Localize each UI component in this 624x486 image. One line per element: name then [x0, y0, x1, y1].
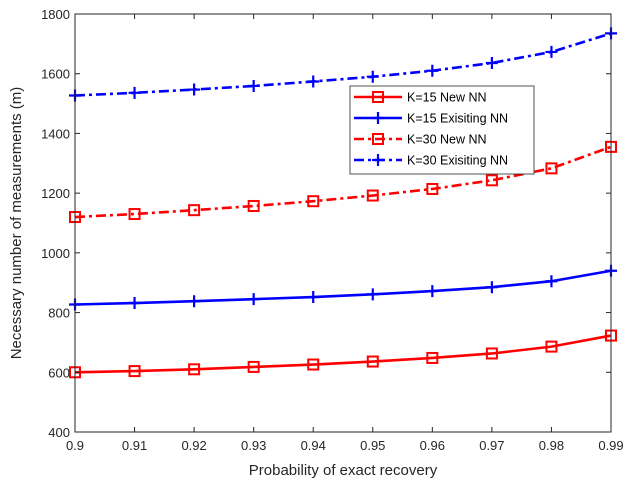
data-point-marker	[128, 365, 141, 378]
data-point-marker	[247, 360, 260, 373]
data-point-marker	[188, 363, 201, 376]
data-point-marker	[366, 189, 379, 202]
x-tick-label: 0.99	[598, 438, 623, 453]
y-tick-label: 600	[48, 365, 70, 380]
series-line	[74, 334, 612, 374]
legend-marker	[372, 91, 384, 103]
y-tick-label: 1200	[41, 186, 70, 201]
data-point-marker	[485, 56, 498, 69]
data-point-marker	[545, 162, 558, 175]
x-tick-label: 0.98	[539, 438, 564, 453]
x-tick-label: 0.91	[122, 438, 147, 453]
data-point-marker	[485, 347, 498, 360]
data-point-marker	[426, 64, 439, 77]
data-point-marker	[188, 83, 201, 96]
x-axis-label: Probability of exact recovery	[249, 462, 438, 479]
data-point-marker	[247, 293, 260, 306]
data-point-marker	[545, 45, 558, 58]
data-point-marker	[366, 70, 379, 83]
data-point-marker	[128, 208, 141, 221]
x-tick-label: 0.92	[181, 438, 206, 453]
data-point-marker	[128, 297, 141, 310]
y-tick-label: 400	[48, 425, 70, 440]
data-point-marker	[307, 195, 320, 208]
legend-label: K=15 Exisiting NN	[407, 112, 508, 126]
series-line	[74, 269, 612, 306]
y-tick-label: 1000	[41, 246, 70, 261]
data-point-marker	[366, 355, 379, 368]
legend-label: K=30 Exisiting NN	[407, 154, 508, 168]
data-point-marker	[426, 182, 439, 195]
data-point-marker	[426, 351, 439, 364]
data-point-marker	[485, 281, 498, 294]
data-point-marker	[366, 288, 379, 301]
x-tick-label: 0.94	[301, 438, 326, 453]
data-point-marker	[426, 285, 439, 298]
legend-marker	[372, 112, 384, 124]
x-tick-label: 0.9	[66, 438, 84, 453]
y-tick-label: 1600	[41, 67, 70, 82]
data-point-marker	[128, 86, 141, 99]
legend-marker	[372, 133, 384, 145]
series-layer	[69, 27, 617, 379]
data-point-marker	[545, 340, 558, 353]
plot-area-frame	[74, 13, 612, 433]
legend-label: K=30 New NN	[407, 133, 487, 147]
data-point-marker	[307, 358, 320, 371]
data-point-marker	[247, 79, 260, 92]
y-tick-label: 1800	[41, 7, 70, 22]
legend-label: K=15 New NN	[407, 91, 487, 105]
data-point-marker	[545, 275, 558, 288]
data-point-marker	[247, 199, 260, 212]
series-2	[69, 264, 617, 311]
series-line	[74, 32, 612, 97]
data-point-marker	[307, 75, 320, 88]
y-tick-label: 1400	[41, 126, 70, 141]
legend: K=15 New NN K=15 Exisiting NN K=30 New NN K…	[349, 85, 535, 175]
y-tick-label: 800	[48, 306, 70, 321]
data-point-marker	[307, 291, 320, 304]
data-point-marker	[188, 295, 201, 308]
x-tick-label: 0.97	[479, 438, 504, 453]
x-tick-label: 0.95	[360, 438, 385, 453]
data-point-marker	[485, 174, 498, 187]
x-tick-label: 0.96	[420, 438, 445, 453]
x-axis-ticks: 0.9 0.91 0.92 0.93 0.94 0.95 0.96 0.97 0.98 0.99	[66, 14, 624, 453]
y-axis-ticks: 400 600 800 1000 1200 1400 1600 1800	[41, 7, 611, 440]
x-tick-label: 0.93	[241, 438, 266, 453]
data-point-marker	[188, 204, 201, 217]
y-axis-label: Necessary number of measurements (m)	[8, 87, 25, 360]
legend-marker	[372, 154, 384, 166]
